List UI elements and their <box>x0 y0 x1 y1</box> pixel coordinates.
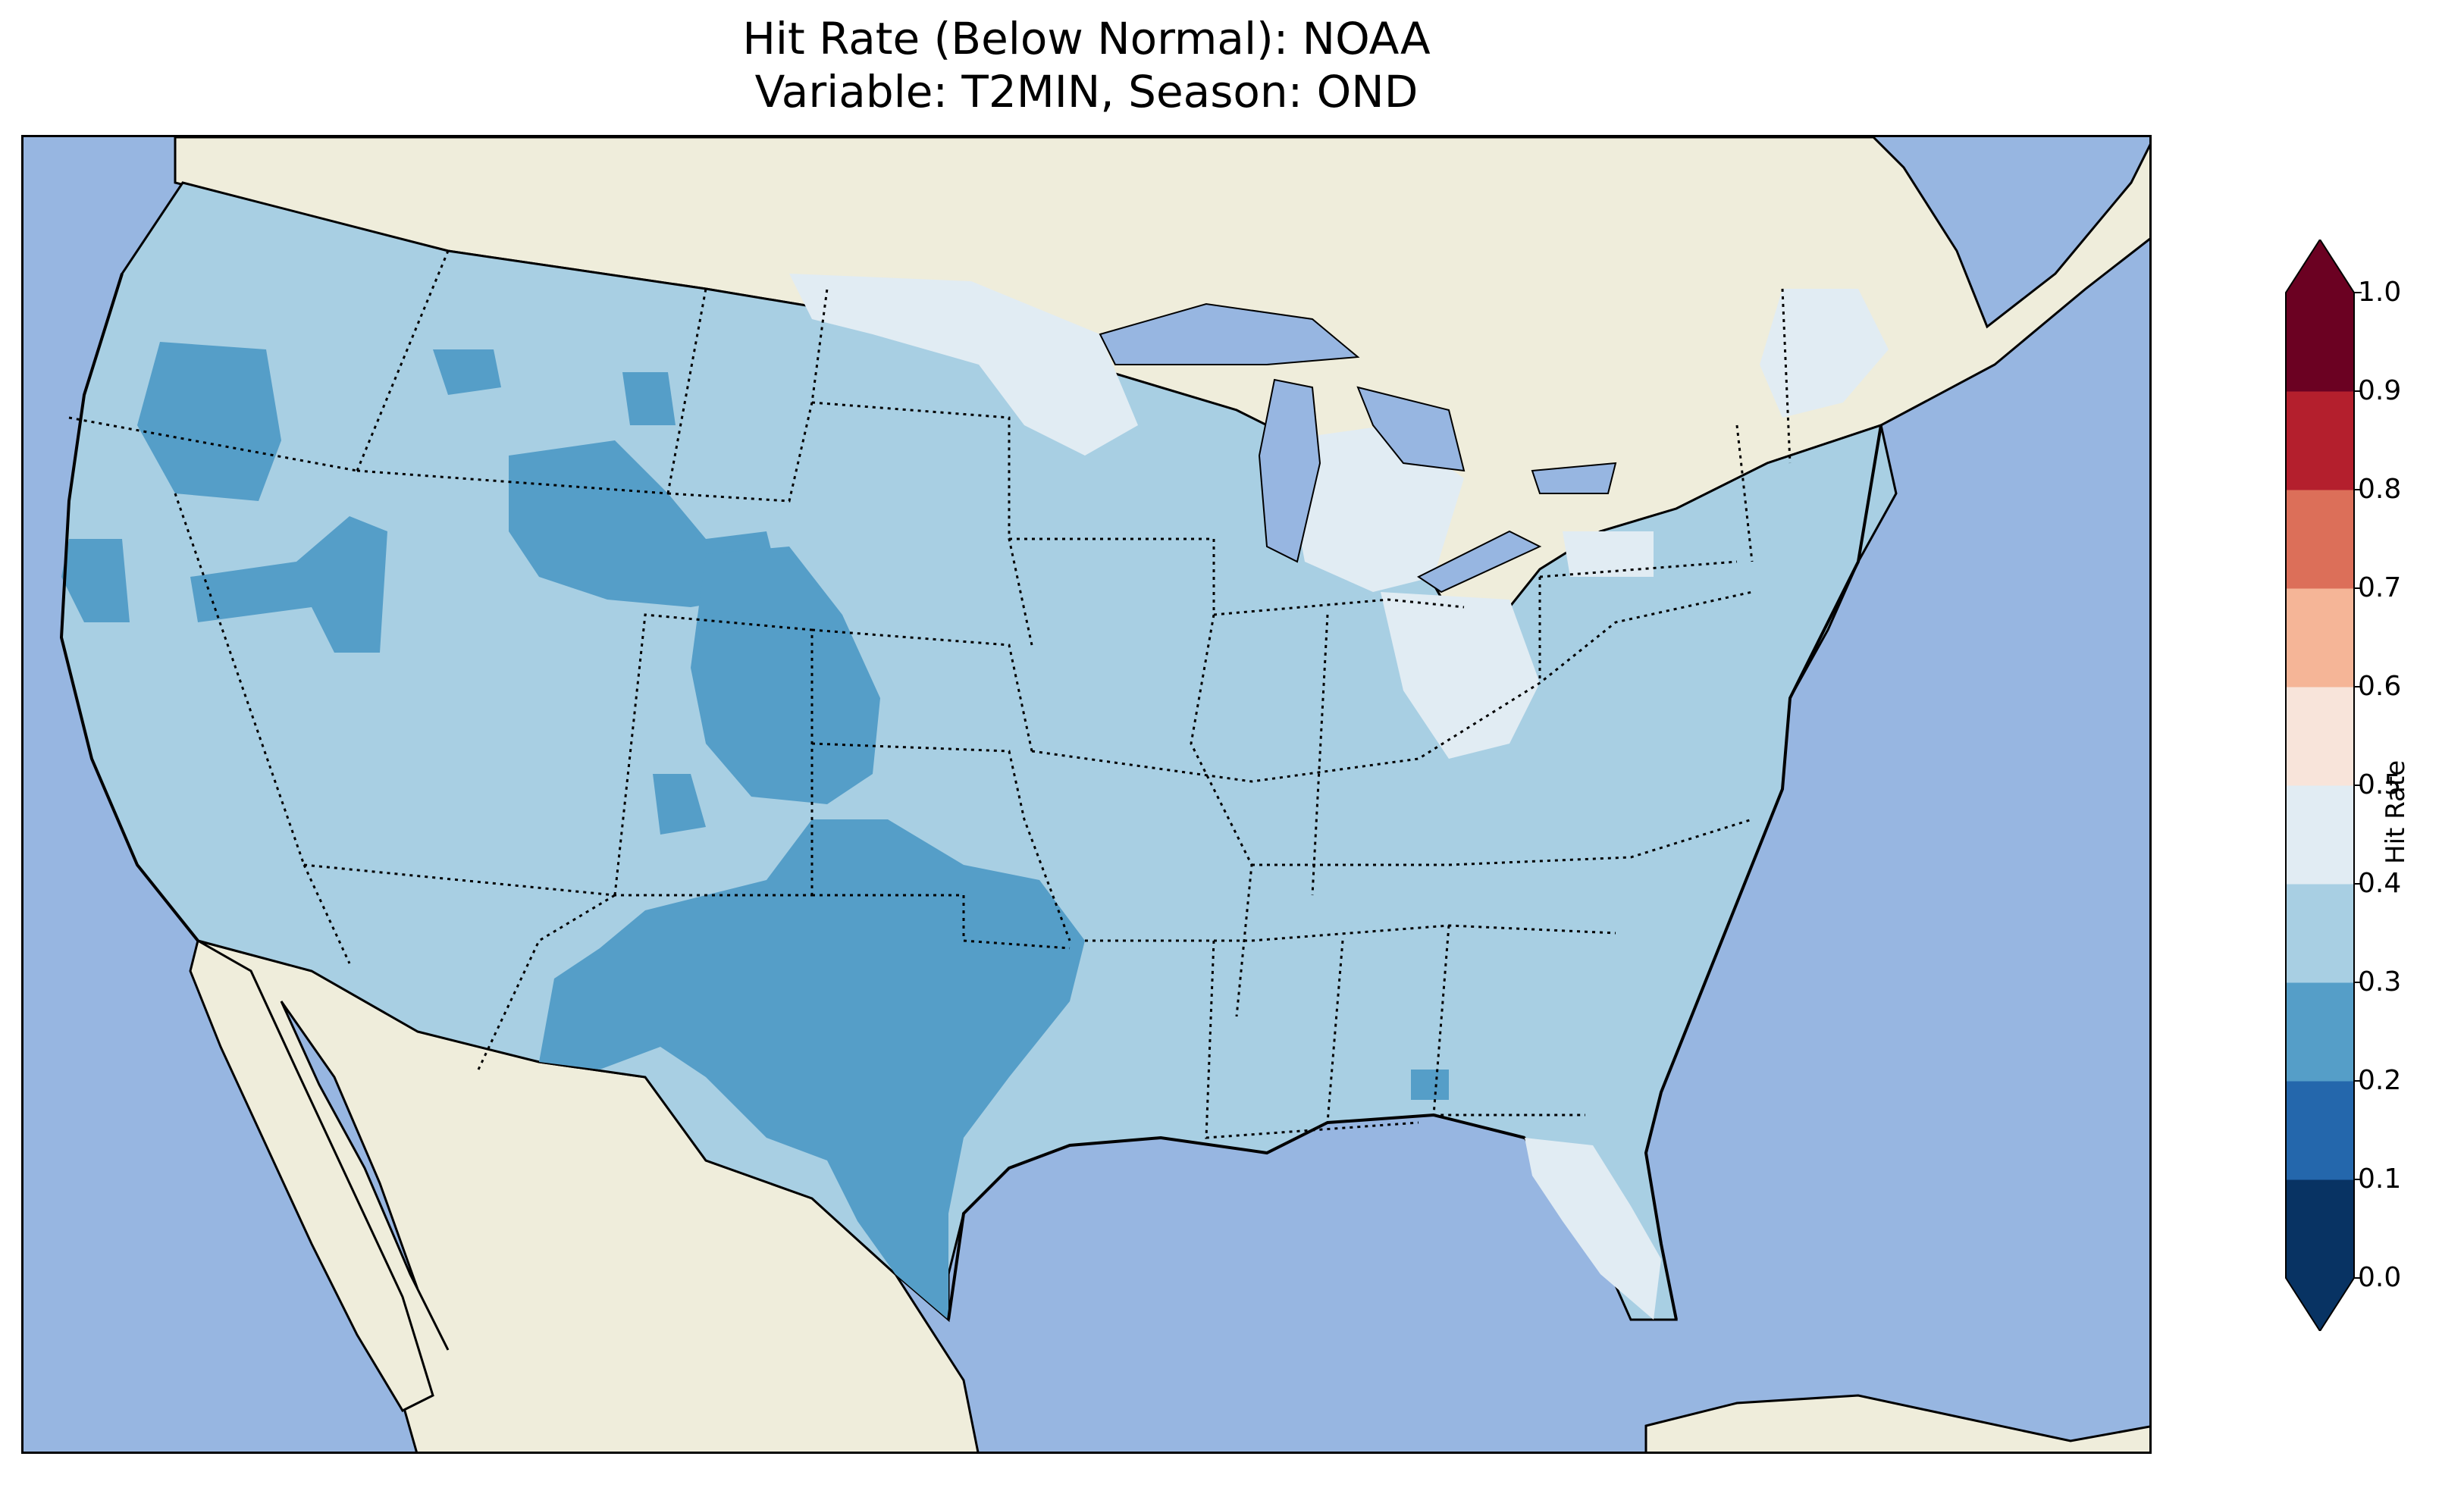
minnesota-patch <box>789 274 1138 456</box>
colorbar-tick-label: 0.7 <box>2358 572 2402 603</box>
colorbar-segment <box>2286 687 2354 786</box>
border-line <box>1213 598 1465 616</box>
colorbar-tick-label: 0.9 <box>2358 375 2402 406</box>
norcal-patch <box>61 539 130 622</box>
colorbar-tick-label: 0.1 <box>2358 1164 2402 1195</box>
colorado-spot-patch <box>653 774 706 835</box>
lake-huron <box>1356 386 1466 472</box>
border-line <box>1781 288 1792 464</box>
border-line <box>356 250 450 471</box>
coastline <box>59 273 199 942</box>
idaho-patch <box>433 349 501 395</box>
border-line <box>1311 614 1329 896</box>
border-line <box>68 416 358 472</box>
bin-0.2-0.3-regions <box>61 342 1449 1320</box>
border-line <box>811 401 1033 646</box>
colorbar-tick-label: 0.5 <box>2358 769 2402 800</box>
coastlines <box>59 273 1882 1320</box>
border-line <box>667 288 829 503</box>
border-line <box>811 628 1033 752</box>
maine-patch <box>1760 289 1889 418</box>
colorbar-segment <box>2286 588 2354 687</box>
colorado-front-patch <box>691 547 880 804</box>
title-line-1: Hit Rate (Below Normal): NOAA <box>742 13 1431 64</box>
border-line <box>812 894 1071 950</box>
colorbar-segment <box>2286 293 2354 392</box>
border-line <box>1085 924 1616 942</box>
map-canvas <box>24 137 2149 1452</box>
colorbar-segment <box>2286 785 2354 885</box>
florida-patch <box>1525 1138 1661 1320</box>
colorbar-tick-label: 0.4 <box>2358 868 2402 899</box>
oregon-patch <box>137 342 281 501</box>
great-lakes <box>1099 302 1617 594</box>
coastline <box>947 1113 1525 1320</box>
georgia-spot-patch <box>1411 1070 1449 1100</box>
colorbar-segment <box>2286 884 2354 983</box>
colorbar-tick-label: 0.6 <box>2358 671 2402 702</box>
colorbar-segment <box>2286 1179 2354 1279</box>
lake-michigan <box>1258 378 1321 563</box>
coastline <box>1644 424 1882 1320</box>
colorbar-tick-label: 0.8 <box>2358 474 2402 505</box>
lake-erie <box>1417 530 1542 594</box>
map-panel <box>21 135 2152 1454</box>
border-line <box>1205 940 1419 1139</box>
colorbar-segment <box>2286 490 2354 589</box>
border-line <box>174 493 306 866</box>
gulf-of-california <box>280 1001 450 1351</box>
colorbar-segment <box>2286 1081 2354 1180</box>
upstate-ny-patch <box>1563 531 1654 577</box>
colorbar-label: Hit Rate <box>2381 760 2411 864</box>
colorbar-tick-label: 0.3 <box>2358 966 2402 998</box>
border-line <box>477 894 616 1070</box>
border-line <box>1252 818 1753 866</box>
colorbar <box>2285 240 2362 1331</box>
michigan-patch <box>1282 425 1464 592</box>
border-line <box>613 613 813 896</box>
baja-land <box>189 938 434 1412</box>
state-borders <box>68 250 1792 1139</box>
map-title: Hit Rate (Below Normal): NOAA Variable: … <box>21 12 2152 118</box>
border-line <box>1031 590 1753 783</box>
lake-superior <box>1099 302 1360 365</box>
colorbar-tick-label: 0.0 <box>2358 1262 2402 1293</box>
border-line <box>1539 560 1738 578</box>
border-line <box>356 469 669 495</box>
cuba-land <box>1644 1394 2149 1452</box>
colorbar-segment <box>2286 391 2354 490</box>
border-line <box>1735 424 1754 562</box>
lake-ontario <box>1531 462 1617 494</box>
montana-patch <box>622 372 676 425</box>
bin-0.4-0.5-regions <box>789 274 1889 1320</box>
colorbar-tick-label: 0.2 <box>2358 1065 2402 1096</box>
border-line <box>303 864 351 964</box>
nevada-patch <box>190 516 387 653</box>
southern-plains-patch <box>539 819 1085 1320</box>
colorbar-tick-label: 1.0 <box>2358 277 2402 308</box>
title-line-2: Variable: T2MIN, Season: OND <box>754 66 1419 117</box>
colorbar-extend-min <box>2286 1278 2354 1331</box>
colorbar-segment <box>2286 982 2354 1082</box>
colorbar-extend-max <box>2286 240 2354 293</box>
border-line <box>1326 940 1344 1123</box>
border-line <box>811 742 1071 941</box>
ohio-patch <box>1381 592 1540 759</box>
